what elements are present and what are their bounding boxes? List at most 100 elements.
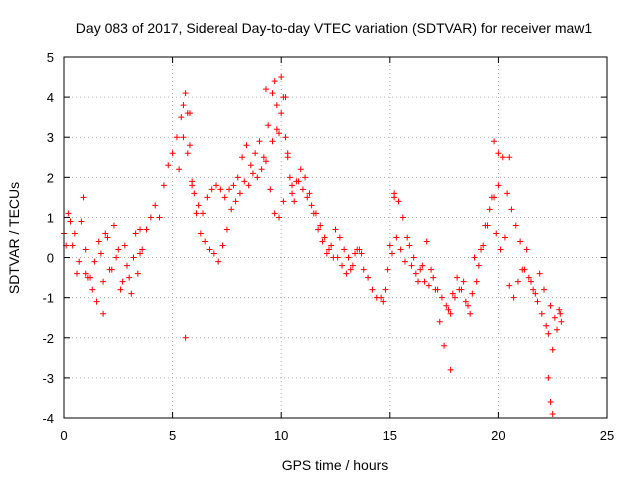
data-point xyxy=(514,278,521,285)
data-point xyxy=(80,194,87,201)
data-point xyxy=(282,134,289,141)
data-point xyxy=(488,194,495,201)
data-point xyxy=(284,150,291,157)
data-point xyxy=(143,226,150,233)
data-point xyxy=(321,234,328,241)
data-point xyxy=(545,330,552,337)
data-point xyxy=(473,278,480,285)
data-point xyxy=(65,210,72,217)
data-point xyxy=(504,190,511,197)
data-point xyxy=(93,298,100,305)
data-point xyxy=(349,262,356,269)
data-point xyxy=(460,278,467,285)
data-point xyxy=(204,194,211,201)
data-point xyxy=(547,302,554,309)
data-point xyxy=(497,246,504,253)
data-point xyxy=(545,374,552,381)
data-point xyxy=(475,262,482,269)
data-point xyxy=(447,366,454,373)
data-point xyxy=(451,294,458,301)
x-tick-label: 5 xyxy=(169,428,176,443)
data-point xyxy=(286,174,293,181)
data-point xyxy=(262,158,269,165)
x-tick-labels: 0 5 10 15 20 25 xyxy=(60,428,614,443)
data-point xyxy=(291,198,298,205)
data-point xyxy=(358,250,365,257)
y-tick-label: 0 xyxy=(47,251,54,266)
data-point xyxy=(410,254,417,261)
data-point xyxy=(386,242,393,249)
data-point xyxy=(178,114,185,121)
data-point xyxy=(527,278,534,285)
data-point xyxy=(493,230,500,237)
data-point xyxy=(530,286,537,293)
data-point xyxy=(508,206,515,213)
data-point xyxy=(304,194,311,201)
data-point xyxy=(200,210,207,217)
data-point xyxy=(245,182,252,189)
data-point xyxy=(506,282,513,289)
data-point xyxy=(369,286,376,293)
data-point xyxy=(323,250,330,257)
data-point xyxy=(82,246,89,253)
data-point xyxy=(69,242,76,249)
y-tick-labels: -4 -3 -2 -1 0 1 2 3 4 5 xyxy=(42,50,54,426)
data-point xyxy=(341,246,348,253)
data-point xyxy=(104,234,111,241)
data-point xyxy=(247,162,254,169)
data-point xyxy=(100,310,107,317)
data-point xyxy=(119,278,126,285)
data-point xyxy=(378,294,385,301)
data-point xyxy=(336,234,343,241)
data-point xyxy=(137,226,144,233)
data-point xyxy=(334,254,341,261)
data-point xyxy=(332,226,339,233)
y-axis-label: SDTVAR / TECUs xyxy=(6,182,22,294)
data-point xyxy=(438,294,445,301)
data-point xyxy=(317,222,324,229)
data-point xyxy=(215,258,222,265)
data-point xyxy=(128,290,135,297)
data-point xyxy=(399,214,406,221)
data-point xyxy=(202,238,209,245)
data-point xyxy=(408,262,415,269)
data-point xyxy=(557,310,564,317)
data-point xyxy=(432,286,439,293)
data-point xyxy=(78,218,85,225)
data-point xyxy=(234,174,241,181)
data-point xyxy=(139,246,146,253)
x-tick-label: 25 xyxy=(600,428,614,443)
data-points xyxy=(61,74,565,417)
data-point xyxy=(391,190,398,197)
data-point xyxy=(549,410,556,417)
data-point xyxy=(186,142,193,149)
data-point xyxy=(126,274,133,281)
y-tick-label: -3 xyxy=(42,371,54,386)
data-point xyxy=(269,90,276,97)
data-point xyxy=(478,246,485,253)
data-point xyxy=(91,258,98,265)
data-point xyxy=(236,190,243,197)
data-point xyxy=(467,310,474,317)
data-point xyxy=(289,182,296,189)
data-point xyxy=(506,154,513,161)
data-point xyxy=(262,86,269,93)
data-point xyxy=(512,222,519,229)
data-point xyxy=(293,178,300,185)
data-point xyxy=(271,210,278,217)
data-point xyxy=(412,270,419,277)
y-tick-label: 3 xyxy=(47,130,54,145)
axis-ticks xyxy=(63,56,608,419)
data-point xyxy=(254,174,261,181)
data-point xyxy=(484,222,491,229)
data-point xyxy=(97,250,104,257)
data-point xyxy=(102,230,109,237)
data-point xyxy=(491,138,498,145)
data-point xyxy=(260,154,267,161)
data-point xyxy=(388,250,395,257)
data-point xyxy=(282,94,289,101)
data-point xyxy=(152,202,159,209)
data-point xyxy=(267,186,274,193)
data-point xyxy=(402,258,409,265)
